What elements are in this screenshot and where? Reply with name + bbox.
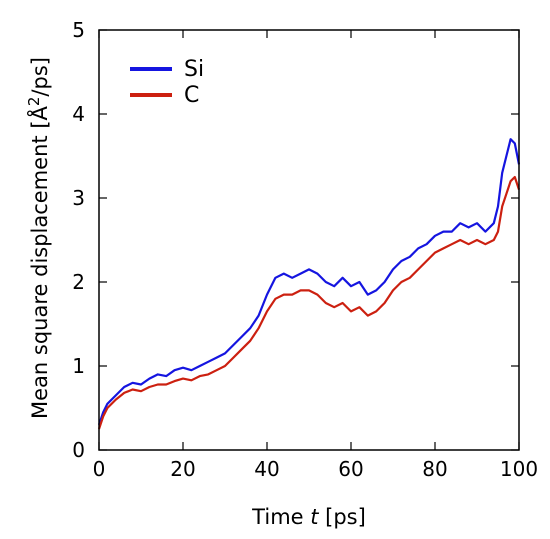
plot-frame bbox=[98, 29, 520, 451]
x-axis-title: Time t [ps] bbox=[251, 505, 366, 529]
legend-label-c: C bbox=[184, 83, 199, 108]
y-tick-label: 5 bbox=[72, 18, 85, 42]
x-tick-label: 80 bbox=[422, 457, 447, 481]
series-layer bbox=[97, 138, 521, 430]
y-axis-title-main: Mean square displacement [ bbox=[28, 120, 52, 419]
series-line-c bbox=[97, 175, 521, 430]
legend-label-si: Si bbox=[184, 57, 204, 82]
x-tick-label: 40 bbox=[254, 457, 279, 481]
x-tick-label: 60 bbox=[338, 457, 363, 481]
x-axis-title-prefix: Time bbox=[251, 505, 310, 529]
x-axis-title-variable: t bbox=[310, 505, 319, 529]
series-line-si bbox=[97, 138, 521, 426]
y-tick-label: 3 bbox=[72, 186, 85, 210]
x-axis-title-suffix: [ps] bbox=[318, 505, 365, 529]
x-tick-label: 0 bbox=[93, 457, 106, 481]
y-axis-title-angstrom: Å bbox=[26, 105, 52, 120]
y-tick-label: 2 bbox=[72, 270, 85, 294]
y-tick-label: 0 bbox=[72, 438, 85, 462]
tick-layer: 0 20 40 60 80 100 0 1 2 3 4 5 bbox=[72, 18, 538, 481]
y-axis-title-suffix: /ps] bbox=[28, 57, 52, 97]
y-axis-title-superscript: 2 bbox=[25, 97, 43, 107]
y-tick-label: 4 bbox=[72, 102, 85, 126]
y-axis-title: Mean square displacement [Å2/ps] bbox=[25, 57, 52, 419]
y-tick-label: 1 bbox=[72, 354, 85, 378]
x-tick-label: 100 bbox=[500, 457, 538, 481]
x-tick-label: 20 bbox=[170, 457, 195, 481]
legend: Si C bbox=[130, 57, 204, 108]
